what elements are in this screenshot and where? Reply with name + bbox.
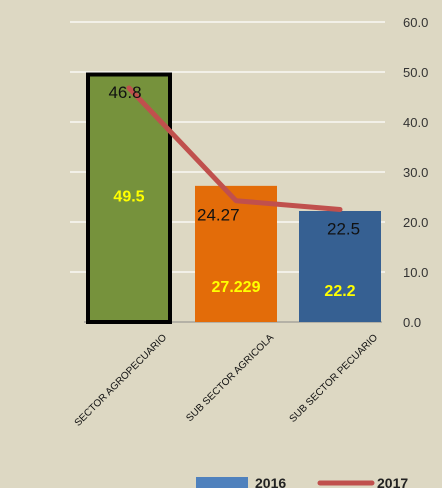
- category-label: SUB SECTOR AGRICOLA: [184, 332, 276, 424]
- category-label: SUB SECTOR PECUARIO: [288, 332, 381, 425]
- y-tick-label: 10.0: [403, 265, 428, 280]
- y-tick-label: 30.0: [403, 165, 428, 180]
- bars: [86, 72, 381, 324]
- legend: 2016 2017: [196, 475, 408, 488]
- y-axis-ticks: 0.0 10.0 20.0 30.0 40.0 50.0 60.0: [403, 15, 428, 330]
- legend-swatch-2016: [196, 477, 248, 488]
- bar-value-label: 27.229: [212, 279, 261, 296]
- line-value-label: 46.8: [108, 83, 141, 102]
- y-tick-label: 0.0: [403, 315, 421, 330]
- x-axis-categories: SECTOR AGROPECUARIO SUB SECTOR AGRICOLA SU…: [73, 332, 381, 429]
- legend-label-2016: 2016: [255, 475, 286, 488]
- bar-value-label: 49.5: [113, 189, 144, 206]
- data-labels: 49.5 27.229 22.2 46.8 24.27 22.5: [108, 83, 360, 300]
- bar-2016: [299, 211, 381, 322]
- bar-2016: [195, 185, 277, 322]
- y-tick-label: 60.0: [403, 15, 428, 30]
- line-value-label: 24.27: [197, 206, 240, 225]
- legend-label-2017: 2017: [377, 475, 408, 488]
- y-tick-label: 20.0: [403, 215, 428, 230]
- line-value-label: 22.5: [327, 220, 360, 239]
- y-tick-label: 50.0: [403, 65, 428, 80]
- y-tick-label: 40.0: [403, 115, 428, 130]
- line-series: [126, 85, 343, 212]
- category-label: SECTOR AGROPECUARIO: [73, 332, 170, 429]
- bar-value-label: 22.2: [324, 283, 355, 300]
